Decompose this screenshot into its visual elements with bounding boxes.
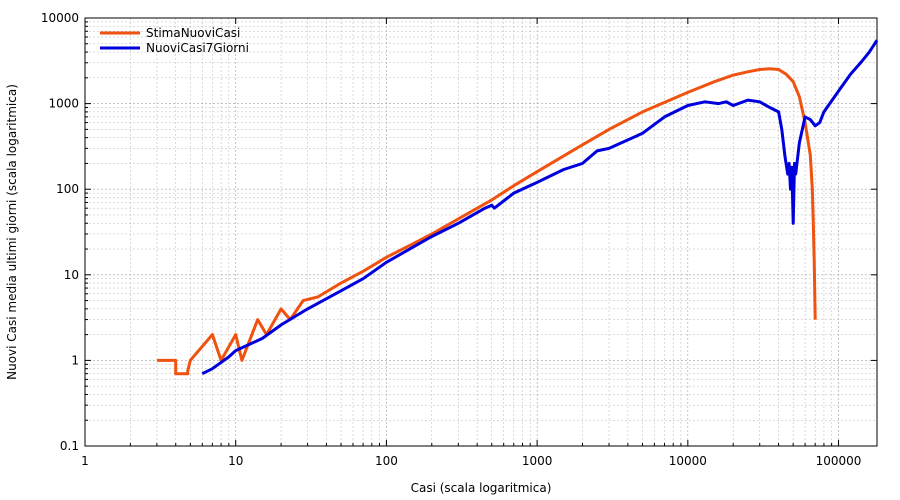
x-tick-label: 10 [228, 454, 243, 468]
series-line-stima [156, 67, 817, 376]
y-tick-label: 10 [64, 268, 79, 282]
x-axis-title: Casi (scala logaritmica) [411, 481, 552, 495]
series [156, 39, 879, 376]
y-tick-label: 1000 [48, 97, 79, 111]
x-tick-label: 10000 [669, 454, 707, 468]
plot-frame [84, 17, 878, 447]
x-tick-label: 1000 [522, 454, 553, 468]
y-tick-label: 1 [71, 353, 79, 367]
legend: StimaNuoviCasi NuoviCasi7Giorni [100, 26, 249, 55]
y-tick-label: 10000 [41, 11, 79, 25]
legend-label-nuovicasi7giorni: NuoviCasi7Giorni [146, 41, 249, 55]
legend-label-stima: StimaNuoviCasi [146, 26, 240, 40]
y-tick-label: 0.1 [60, 439, 79, 453]
x-tick-label: 1 [81, 454, 89, 468]
y-axis-title: Nuovi Casi media ultimi giorni (scala lo… [5, 84, 19, 380]
series-line-nuovicasi7giorni [201, 39, 879, 376]
grid [85, 18, 877, 446]
x-tick-label: 100 [375, 454, 398, 468]
y-tick-label: 100 [56, 182, 79, 196]
x-tick-label: 100000 [816, 454, 862, 468]
